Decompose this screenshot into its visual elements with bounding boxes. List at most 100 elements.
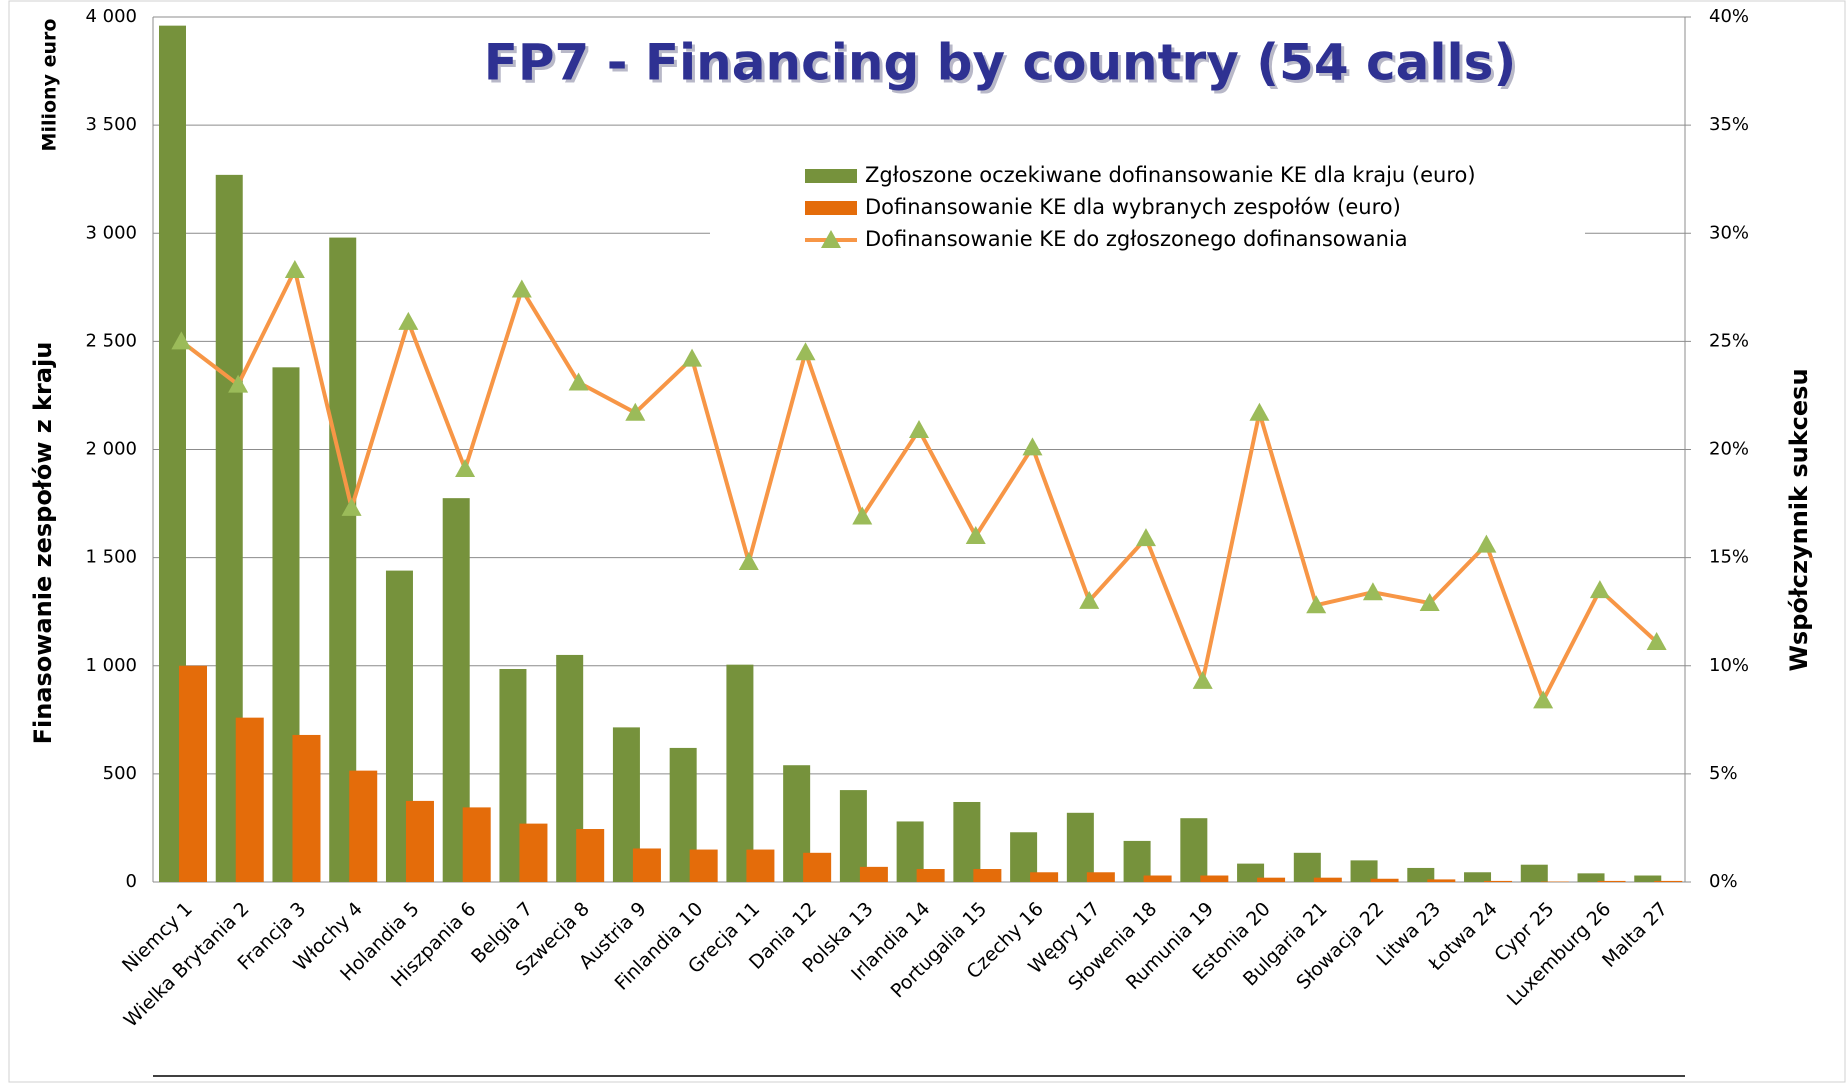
y-tick-label: 2 000 bbox=[85, 439, 137, 460]
bar bbox=[1464, 872, 1492, 882]
marker bbox=[1306, 595, 1327, 614]
bar bbox=[1180, 818, 1208, 882]
chart-title: FP7 - Financing by country (54 calls) bbox=[484, 34, 1517, 92]
bar bbox=[726, 664, 754, 882]
bar bbox=[973, 869, 1002, 882]
legend-swatch bbox=[805, 201, 857, 215]
bar bbox=[1427, 879, 1456, 882]
marker bbox=[1362, 582, 1383, 601]
marker bbox=[455, 458, 476, 477]
bar bbox=[1654, 880, 1683, 882]
bar bbox=[859, 866, 888, 882]
legend-label: Dofinansowanie KE do zgłoszonego dofinan… bbox=[865, 227, 1408, 251]
marker bbox=[284, 260, 305, 279]
marker bbox=[568, 372, 589, 391]
x-tick-label: Luxemburg 26 bbox=[1503, 898, 1615, 1010]
bar bbox=[576, 829, 605, 882]
legend-label: Zgłoszone oczekiwane dofinansowanie KE d… bbox=[865, 163, 1476, 187]
marker bbox=[852, 506, 873, 525]
marker bbox=[1135, 528, 1156, 547]
bar bbox=[292, 734, 321, 882]
marker bbox=[341, 497, 362, 516]
bar bbox=[179, 665, 207, 882]
marker bbox=[398, 311, 419, 330]
legend-marker bbox=[821, 230, 841, 248]
y-axis-label: Finasowanie zespołów z kraju bbox=[29, 342, 57, 745]
bar bbox=[1484, 880, 1513, 882]
y-tick-label: 3 500 bbox=[85, 114, 137, 135]
bar bbox=[746, 849, 775, 882]
bar bbox=[1597, 880, 1626, 882]
y-tick-label: 500 bbox=[103, 763, 137, 784]
bars bbox=[159, 25, 1683, 883]
bar bbox=[1350, 860, 1378, 882]
bar bbox=[405, 800, 434, 882]
bar bbox=[1407, 867, 1435, 882]
bar bbox=[1313, 877, 1342, 882]
y2-tick-label: 40% bbox=[1709, 6, 1749, 27]
y2-tick-label: 20% bbox=[1709, 439, 1749, 460]
y2-tick-label: 0% bbox=[1709, 871, 1738, 892]
marker bbox=[1249, 402, 1270, 421]
y2-axis-label: Współczynnik sukcesu bbox=[1785, 368, 1813, 671]
marker bbox=[1589, 580, 1610, 599]
marker bbox=[171, 331, 192, 350]
y2-tick-label: 10% bbox=[1709, 655, 1749, 676]
bar bbox=[1293, 852, 1321, 882]
bar bbox=[839, 790, 867, 882]
marker bbox=[682, 348, 703, 367]
bar bbox=[1237, 863, 1265, 882]
chart-title-shadow: FP7 - Financing by country (54 calls) bbox=[487, 37, 1520, 95]
bar bbox=[1634, 875, 1662, 882]
bar bbox=[803, 852, 832, 882]
y2-tick-label: 5% bbox=[1709, 763, 1738, 784]
bar bbox=[462, 807, 491, 882]
y-tick-label: 3 000 bbox=[85, 222, 137, 243]
bar bbox=[1370, 878, 1399, 882]
y2-tick-label: 35% bbox=[1709, 114, 1749, 135]
marker bbox=[795, 342, 816, 361]
bar bbox=[519, 823, 548, 882]
y2-tick-label: 30% bbox=[1709, 222, 1749, 243]
marker bbox=[1079, 590, 1100, 609]
bar bbox=[632, 848, 661, 882]
bar bbox=[1200, 875, 1229, 882]
bar bbox=[349, 770, 378, 882]
y-tick-label: 1 000 bbox=[85, 655, 137, 676]
y-unit-label: Miliony euro bbox=[39, 19, 61, 152]
bar bbox=[1520, 864, 1548, 882]
bar bbox=[953, 801, 981, 882]
y-tick-label: 4 000 bbox=[85, 6, 137, 27]
bar bbox=[1086, 872, 1115, 882]
lines bbox=[171, 260, 1667, 709]
bar bbox=[235, 717, 264, 882]
legend-label: Dofinansowanie KE dla wybranych zespołów… bbox=[865, 195, 1401, 219]
marker bbox=[1646, 631, 1667, 650]
bar bbox=[1143, 875, 1172, 882]
marker bbox=[1419, 593, 1440, 612]
frame bbox=[8, 0, 1846, 1083]
bar bbox=[1123, 840, 1151, 882]
bar bbox=[1030, 872, 1059, 882]
bar bbox=[689, 849, 718, 882]
legend-swatch bbox=[805, 169, 857, 183]
bar bbox=[916, 869, 945, 882]
y2-tick-label: 25% bbox=[1709, 330, 1749, 351]
marker bbox=[511, 279, 532, 298]
marker bbox=[1192, 670, 1213, 689]
marker bbox=[965, 526, 986, 544]
y-tick-label: 2 500 bbox=[85, 330, 137, 351]
bar bbox=[1066, 812, 1094, 882]
y-tick-label: 0 bbox=[126, 871, 137, 892]
marker bbox=[625, 402, 646, 421]
bar bbox=[1577, 873, 1605, 882]
marker bbox=[228, 374, 249, 393]
y2-tick-label: 15% bbox=[1709, 547, 1749, 568]
marker bbox=[1533, 690, 1554, 709]
marker bbox=[1476, 534, 1497, 553]
grid bbox=[152, 16, 1691, 883]
y-tick-label: 1 500 bbox=[85, 547, 137, 568]
marker bbox=[1022, 437, 1043, 456]
marker bbox=[738, 551, 759, 570]
